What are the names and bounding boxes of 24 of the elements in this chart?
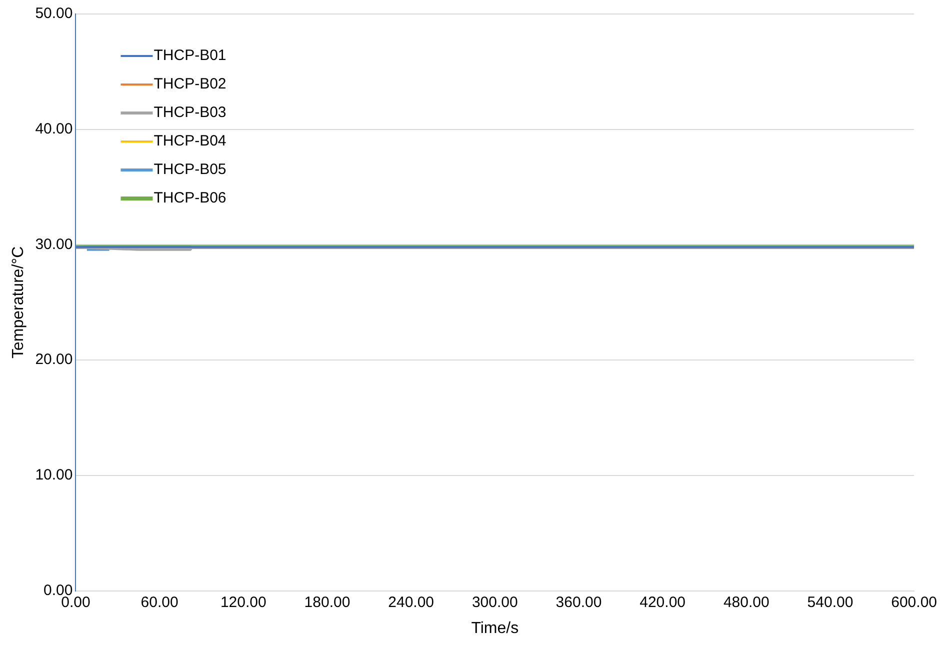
legend-label: THCP-B02	[154, 76, 226, 93]
y-tick-label: 40.00	[35, 120, 73, 138]
y-tick-label: 50.00	[35, 5, 73, 22]
legend-label: THCP-B04	[154, 132, 226, 150]
x-tick-label: 360.00	[556, 594, 602, 611]
legend-label: THCP-B05	[154, 161, 226, 178]
x-tick-label: 120.00	[220, 594, 266, 611]
y-tick-label: 20.00	[35, 351, 73, 368]
x-tick-label: 0.00	[61, 594, 90, 611]
x-tick-label: 240.00	[388, 594, 434, 611]
x-tick-label: 300.00	[472, 594, 518, 611]
x-tick-label: 180.00	[304, 594, 350, 611]
legend-label: THCP-B03	[154, 104, 226, 122]
y-tick-label: 30.00	[35, 236, 73, 253]
x-tick-label: 420.00	[640, 594, 686, 611]
y-tick-label: 10.00	[35, 466, 73, 484]
x-tick-label: 60.00	[140, 594, 178, 611]
x-axis-title: Time/s	[471, 620, 519, 637]
y-axis-title: Temperature/°C	[10, 246, 28, 359]
x-tick-label: 480.00	[723, 594, 770, 611]
legend-label: THCP-B06	[154, 190, 226, 207]
x-tick-label: 600.00	[891, 594, 938, 611]
x-tick-label: 540.00	[807, 594, 854, 611]
legend-label: THCP-B01	[154, 47, 226, 64]
